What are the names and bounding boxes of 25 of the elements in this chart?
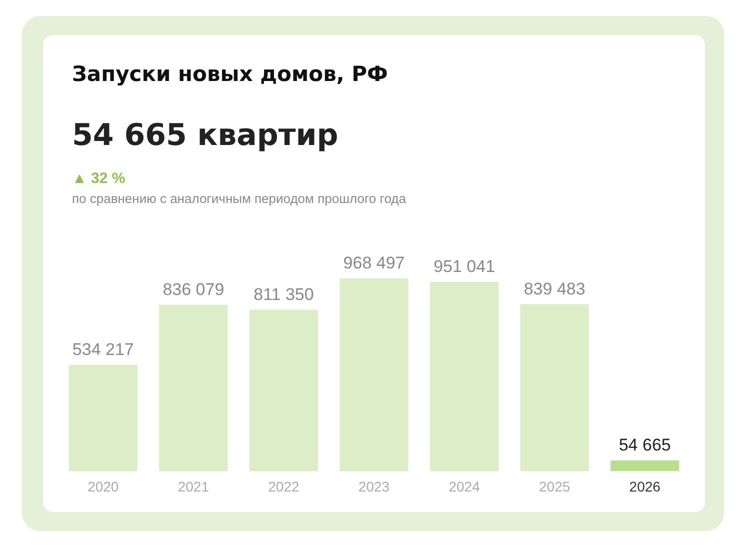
x-tick-label: 2023	[358, 478, 390, 494]
bar	[610, 460, 680, 472]
x-tick-label: 2025	[538, 478, 570, 494]
data-label: 54 665	[618, 436, 671, 455]
x-tick-label: 2024	[448, 478, 480, 494]
data-label: 951 041	[434, 257, 496, 276]
bar	[249, 310, 318, 472]
data-label: 839 483	[524, 279, 586, 298]
x-tick-label: 2021	[178, 478, 210, 494]
x-tick-label: 2026	[629, 478, 661, 494]
x-tick-label: 2022	[268, 478, 300, 494]
bar	[68, 364, 138, 472]
text: ▲ 32 %	[72, 170, 126, 187]
text: по сравнению с аналогичным периодом прошлого года	[72, 191, 406, 206]
chart-title: Запуски новых домов, РФ	[72, 62, 388, 86]
bar	[159, 304, 228, 472]
bar	[430, 282, 499, 472]
x-tick-label: 2020	[88, 478, 119, 494]
bar	[520, 304, 589, 472]
bar	[340, 278, 408, 472]
data-label: 968 497	[343, 254, 405, 273]
data-label: 534 217	[72, 340, 134, 360]
data-label: 811 350	[254, 284, 314, 304]
chart-subtitle: 54 665 квартир	[72, 118, 338, 153]
data-label: 836 079	[162, 280, 224, 299]
